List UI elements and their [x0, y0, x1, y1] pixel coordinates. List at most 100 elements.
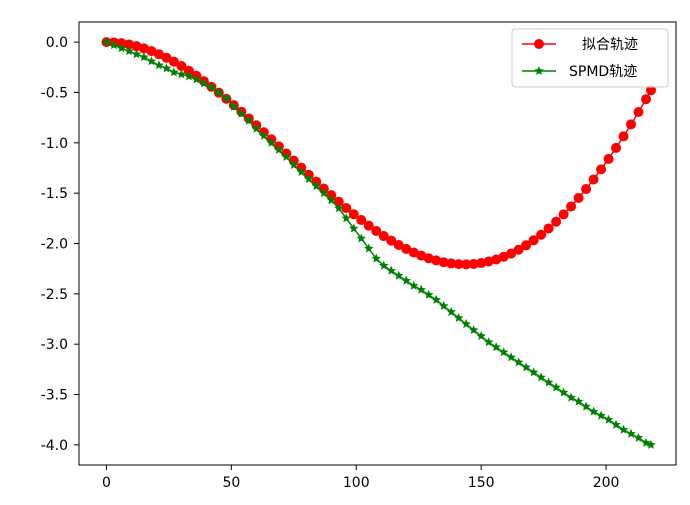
data-point: [341, 203, 352, 214]
data-point: [408, 280, 419, 290]
data-point: [378, 231, 389, 242]
data-point: [289, 159, 299, 170]
data-point: [281, 151, 292, 161]
data-point: [596, 410, 606, 420]
data-point: [378, 260, 389, 270]
data-point: [206, 82, 217, 92]
data-point: [221, 93, 232, 103]
data-point: [588, 406, 599, 416]
data-point: [116, 38, 127, 49]
data-point: [506, 352, 516, 362]
data-point: [183, 65, 194, 76]
data-point: [296, 167, 307, 177]
y-tick-label: -1.5: [41, 186, 68, 202]
x-axis: 0 50 100 150 200: [102, 465, 619, 491]
y-tick-label: -4.0: [41, 438, 68, 454]
data-point: [618, 424, 629, 434]
data-point: [521, 362, 531, 372]
data-point: [229, 101, 239, 111]
data-point: [259, 130, 269, 140]
data-point: [611, 419, 621, 429]
data-point: [139, 52, 149, 62]
data-point: [131, 41, 142, 52]
data-point: [506, 248, 517, 259]
data-point: [393, 270, 404, 280]
data-point: [423, 289, 434, 299]
data-point: [528, 235, 539, 246]
data-point: [498, 347, 509, 357]
data-point: [274, 144, 284, 154]
data-point: [131, 49, 142, 59]
data-point: [363, 220, 374, 231]
data-point: [611, 142, 622, 153]
data-point: [393, 240, 404, 251]
data-point: [476, 331, 486, 341]
data-point: [453, 313, 464, 323]
legend-label-fit: 拟合轨迹: [582, 37, 638, 53]
data-point: [483, 337, 494, 347]
data-point: [491, 342, 501, 352]
data-point: [641, 94, 652, 105]
data-point: [543, 377, 554, 387]
data-point: [633, 432, 644, 442]
data-point: [573, 396, 584, 406]
data-point: [431, 294, 441, 304]
data-point: [311, 181, 322, 191]
data-point: [386, 265, 396, 275]
data-point: [558, 209, 569, 220]
data-point: [371, 253, 382, 263]
data-point: [646, 439, 656, 449]
data-point: [423, 253, 434, 264]
data-point: [244, 115, 254, 125]
y-tick-label: -3.5: [41, 388, 68, 404]
y-tick-label: 0.0: [46, 35, 68, 51]
data-point: [101, 37, 112, 47]
data-point: [176, 69, 187, 79]
data-point: [153, 49, 164, 60]
data-point: [596, 164, 607, 175]
data-point: [588, 174, 599, 185]
data-point: [333, 196, 344, 207]
data-point: [401, 275, 411, 285]
data-point: [536, 229, 547, 240]
data-point: [191, 74, 202, 84]
data-point: [461, 319, 471, 329]
y-tick-label: -2.0: [41, 237, 68, 253]
data-point: [573, 192, 584, 203]
data-point: [438, 300, 449, 310]
data-point: [146, 56, 157, 66]
data-point: [498, 251, 509, 262]
y-tick-label: -0.5: [41, 85, 68, 101]
data-point: [513, 357, 524, 367]
data-point: [431, 255, 442, 266]
data-point: [566, 201, 577, 212]
data-point: [176, 60, 187, 71]
x-tick-label: 200: [593, 475, 620, 491]
x-tick-label: 0: [102, 475, 111, 491]
data-point: [416, 284, 426, 294]
y-tick-label: -1.0: [41, 136, 68, 152]
data-point: [513, 244, 524, 255]
data-point: [356, 233, 367, 243]
data-point: [521, 240, 532, 251]
data-point: [169, 67, 179, 77]
data-point: [543, 223, 554, 234]
data-point: [408, 247, 419, 258]
data-point: [341, 213, 352, 223]
data-point: [446, 306, 456, 317]
data-point: [446, 258, 457, 269]
data-point: [319, 188, 329, 198]
data-point: [401, 243, 412, 254]
data-point: [468, 325, 479, 335]
data-point: [626, 119, 637, 130]
data-point: [266, 137, 277, 147]
data-point: [581, 401, 591, 411]
data-point: [326, 195, 337, 205]
plot-area: [79, 22, 676, 465]
y-tick-label: -2.5: [41, 287, 68, 303]
data-point: [123, 39, 134, 50]
y-axis: 0.0 -0.5 -1.0 -1.5 -2.0 -2.5 -3.0 -3.5 -4.0: [41, 35, 79, 454]
data-point: [461, 259, 472, 270]
data-point: [364, 243, 374, 253]
